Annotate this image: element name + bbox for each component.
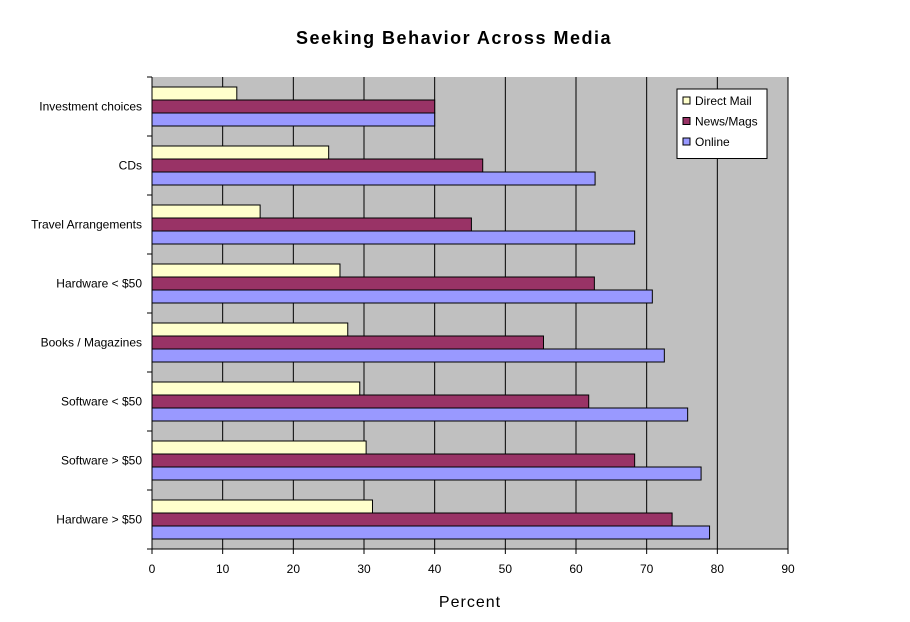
bar-news-mags	[151, 453, 636, 468]
bar-news-mags	[151, 394, 590, 409]
x-tick-label: 40	[428, 562, 442, 576]
legend-label: Direct Mail	[695, 94, 752, 108]
bar-online	[151, 230, 636, 245]
bar-online	[151, 348, 665, 363]
bar-direct-mail	[151, 145, 330, 160]
y-tick-label: Software > $50	[61, 454, 142, 468]
bar-direct-mail	[151, 263, 341, 278]
bar-news-mags	[151, 158, 484, 173]
x-tick-label: 10	[216, 562, 230, 576]
x-tick-label: 90	[781, 562, 795, 576]
bar-online	[151, 525, 711, 540]
x-axis-label: Percent	[439, 594, 501, 611]
legend-swatch	[682, 137, 691, 146]
y-tick-label: Investment choices	[39, 100, 142, 114]
legend-label: Online	[695, 135, 730, 149]
bar-online	[151, 289, 653, 304]
bar-online	[151, 171, 596, 186]
legend-box	[676, 88, 768, 159]
x-tick-label: 20	[287, 562, 301, 576]
bar-news-mags	[151, 99, 436, 114]
chart-title: Seeking Behavior Across Media	[296, 28, 612, 48]
bar-online	[151, 112, 436, 127]
bar-direct-mail	[151, 440, 367, 455]
bar-news-mags	[151, 217, 472, 232]
y-tick-label: Hardware > $50	[56, 513, 142, 527]
bar-direct-mail	[151, 86, 238, 101]
bar-online	[151, 466, 702, 481]
x-tick-label: 30	[357, 562, 371, 576]
y-tick-label: Hardware < $50	[56, 277, 142, 291]
x-tick-label: 70	[640, 562, 654, 576]
bar-news-mags	[151, 512, 673, 527]
bar-direct-mail	[151, 499, 373, 514]
bar-news-mags	[151, 335, 544, 350]
y-tick-label: Books / Magazines	[41, 336, 142, 350]
bar-direct-mail	[151, 322, 349, 337]
x-tick-label: 50	[499, 562, 513, 576]
axes: 0 10 20 30 40 50 60 70 80 90 Investment choices CDs…	[31, 76, 795, 576]
y-tick-label: Travel Arrangements	[31, 218, 142, 232]
y-tick-label: Software < $50	[61, 395, 142, 409]
legend-label: News/Mags	[695, 115, 758, 129]
x-tick-label: 0	[149, 562, 156, 576]
bar-online	[151, 407, 689, 422]
x-tick-label: 80	[711, 562, 725, 576]
legend: Direct Mail News/Mags Online	[676, 88, 768, 159]
y-tick-label: CDs	[119, 159, 142, 173]
legend-swatch	[682, 117, 691, 125]
x-tick-label: 60	[569, 562, 583, 576]
legend-swatch	[682, 96, 691, 105]
bar-direct-mail	[151, 204, 261, 219]
bar-news-mags	[151, 276, 595, 291]
bar-direct-mail	[151, 381, 361, 396]
